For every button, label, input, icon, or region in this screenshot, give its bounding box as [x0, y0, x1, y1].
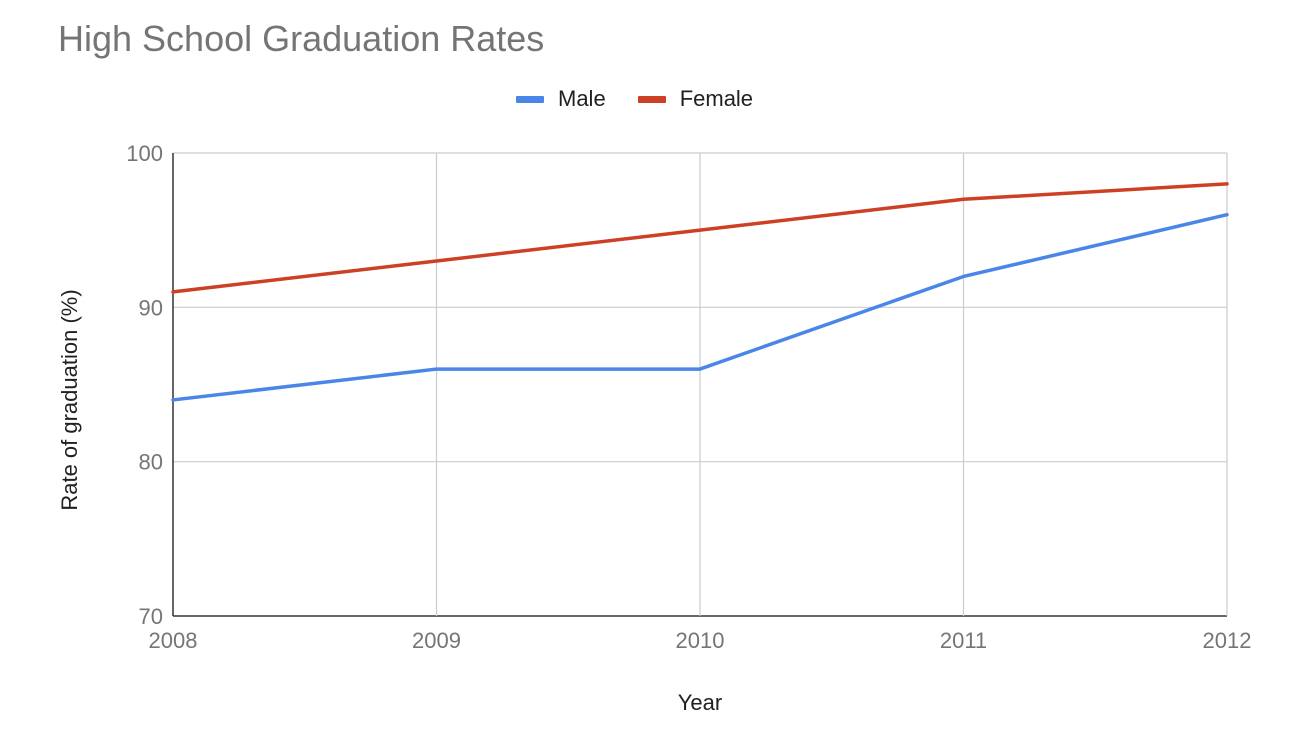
x-tick-label-2011: 2011	[940, 628, 987, 653]
x-axis-title: Year	[678, 690, 722, 715]
series-line-female[interactable]	[171, 182, 1229, 294]
y-axis-title: Rate of graduation (%)	[57, 289, 82, 510]
x-tick-label-2012: 2012	[1203, 628, 1252, 653]
legend-swatch-male	[516, 95, 544, 103]
grid-lines	[172, 152, 1228, 617]
legend-label-male: Male	[558, 86, 606, 111]
legend: Male Female	[516, 86, 785, 112]
x-tick-label-2008: 2008	[149, 628, 198, 653]
chart-title: High School Graduation Rates	[58, 18, 545, 59]
x-tick-label-2010: 2010	[676, 628, 725, 653]
legend-label-female: Female	[679, 86, 754, 111]
y-tick-label-100: 100	[126, 141, 163, 166]
y-tick-label-70: 70	[139, 604, 163, 629]
series-lines	[171, 182, 1229, 402]
y-tick-label-80: 80	[139, 450, 163, 475]
x-tick-label-2009: 2009	[412, 628, 461, 653]
axis-labels: 70 80 90 100 2008 2009 2010 2011 2012	[126, 141, 1251, 653]
legend-item-female[interactable]: Female	[637, 86, 754, 112]
legend-swatch-female	[637, 95, 666, 103]
y-tick-label-90: 90	[139, 295, 163, 320]
legend-item-male[interactable]: Male	[516, 86, 606, 112]
series-line-male[interactable]	[171, 212, 1229, 402]
